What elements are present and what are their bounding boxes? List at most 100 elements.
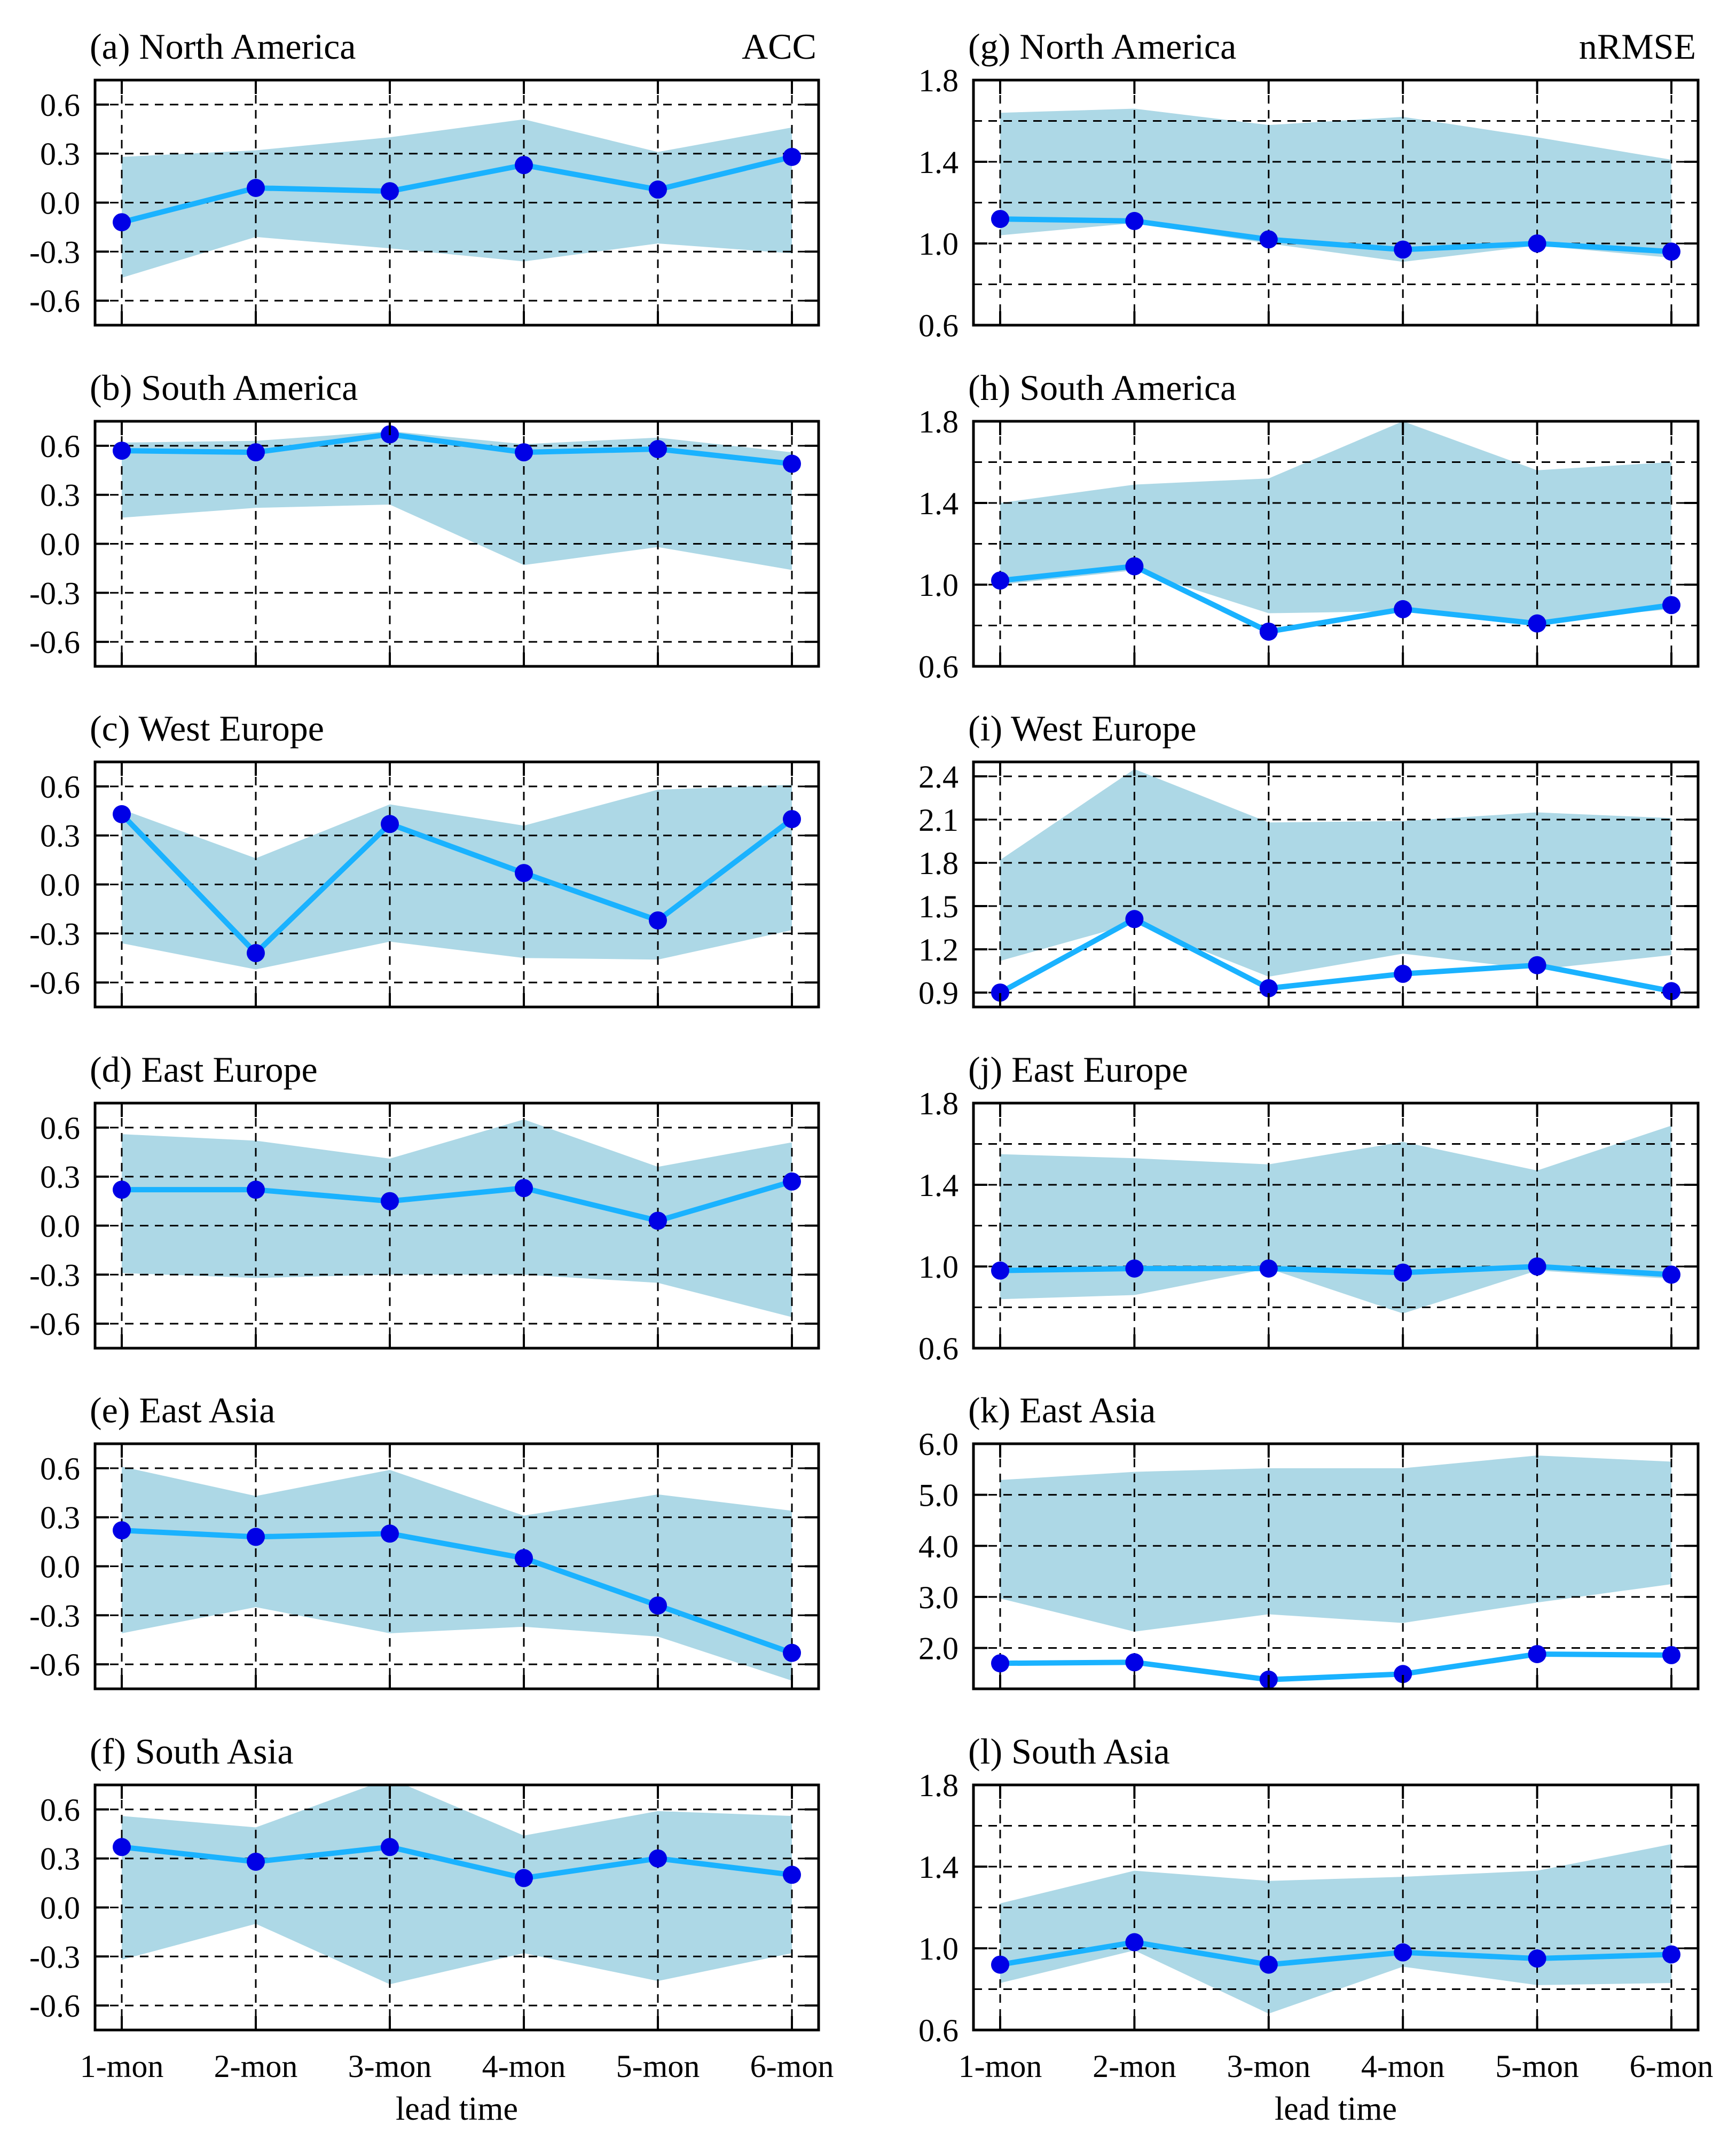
panel-b: -0.6 -0.3 0.0 0.3 0.6 (b) South America (29, 367, 820, 668)
data-point (1259, 230, 1278, 249)
y-tick-label: 1.8 (918, 846, 959, 881)
data-point (247, 1528, 265, 1546)
plot-area-i (973, 762, 1698, 1007)
x-tick-label: 1-mon (959, 2049, 1042, 2084)
data-point (247, 178, 265, 197)
data-point (649, 1596, 667, 1615)
y-tick-label: 0.3 (40, 137, 80, 172)
y-tick-label: -0.6 (29, 1307, 80, 1342)
uncertainty-band (1000, 108, 1671, 262)
series-line (121, 154, 793, 225)
data-point (381, 182, 399, 201)
y-tick-label: -0.6 (29, 965, 80, 1001)
data-point (1662, 982, 1680, 1001)
y-tick-label: 0.0 (40, 868, 80, 903)
plot-area-j (973, 1103, 1698, 1348)
panel-e: -0.6 -0.3 0.0 0.3 0.6 (e) East Asia (29, 1390, 820, 1690)
panel-title: (f) South Asia (90, 1731, 294, 1772)
data-point (113, 1521, 131, 1540)
y-tick-label: -0.3 (29, 576, 80, 611)
data-point (113, 805, 131, 823)
series-line (1000, 1651, 1672, 1682)
data-point (515, 1549, 533, 1568)
y-tick-label: 1.4 (918, 1850, 959, 1885)
uncertainty-band (122, 784, 792, 970)
data-point (1662, 596, 1680, 615)
data-point (991, 1654, 1009, 1673)
metric-label: ACC (742, 26, 816, 67)
data-point (1662, 1945, 1680, 1964)
y-tick-label: 0.3 (40, 1842, 80, 1877)
plot-frame (972, 420, 1700, 668)
series-line (1000, 216, 1672, 255)
panel-j: 0.6 1.0 1.4 1.8 (j) East Europe (918, 1049, 1700, 1366)
x-tick-label: 1-mon (80, 2049, 164, 2084)
data-point (649, 180, 667, 199)
data-point (247, 1181, 265, 1199)
data-point (991, 1261, 1009, 1280)
data-point (1528, 1257, 1546, 1276)
plot-frame (972, 760, 1700, 1009)
y-tick-label: 6.0 (918, 1427, 959, 1462)
data-point (1259, 979, 1278, 997)
uncertainty-band (1000, 421, 1671, 621)
panel-title: (e) East Asia (90, 1390, 275, 1430)
y-tick-label: 1.4 (918, 1168, 959, 1203)
y-tick-label: 1.8 (918, 1768, 959, 1803)
y-tick-label: -0.6 (29, 1647, 80, 1682)
y-tick-label: 1.2 (918, 932, 959, 967)
data-point (991, 210, 1009, 229)
panel-title: (k) East Asia (968, 1390, 1156, 1430)
y-tick-label: 0.3 (40, 478, 80, 513)
y-tick-label: 0.0 (40, 527, 80, 562)
panel-a: -0.6 -0.3 0.0 0.3 0.6 (a) North America ACC (29, 26, 820, 327)
x-tick-label: 3-mon (348, 2049, 432, 2084)
y-tick-label: 1.8 (918, 404, 959, 439)
data-point (247, 443, 265, 462)
y-tick-label: 0.6 (918, 1331, 959, 1366)
y-tick-label: 0.9 (918, 975, 959, 1011)
data-point (1125, 1933, 1144, 1952)
y-tick-label: 0.6 (40, 1111, 80, 1146)
y-tick-label: 0.3 (40, 1160, 80, 1195)
x-tick-label: 6-mon (750, 2049, 834, 2084)
panel-c: -0.6 -0.3 0.0 0.3 0.6 (c) West Europe (29, 708, 820, 1009)
data-point (783, 1866, 801, 1884)
y-tick-label: 3.0 (918, 1580, 959, 1615)
series-line (1000, 1264, 1672, 1278)
panel-d: -0.6 -0.3 0.0 0.3 0.6 (d) East Europe (29, 1049, 820, 1350)
data-point (649, 1849, 667, 1868)
series-line (121, 1844, 792, 1881)
data-point (991, 1955, 1009, 1974)
y-tick-label: 0.6 (918, 308, 959, 343)
x-tick-label: 2-mon (214, 2049, 298, 2084)
data-point (991, 571, 1009, 590)
y-tick-label: -0.3 (29, 1598, 80, 1633)
plot-area-e (95, 1444, 819, 1689)
data-point (1528, 1645, 1546, 1663)
data-point (1125, 1653, 1144, 1672)
panel-g: 0.6 1.0 1.4 1.8 (g) North America nRMSE (918, 26, 1700, 343)
y-tick-label: 5.0 (918, 1478, 959, 1513)
data-point (1259, 1955, 1278, 1974)
x-tick-label: 3-mon (1227, 2049, 1310, 2084)
panel-title: (b) South America (90, 367, 358, 408)
data-point (381, 815, 399, 833)
data-point (783, 1643, 801, 1662)
plot-area-g (973, 80, 1698, 325)
y-tick-label: 0.0 (40, 1209, 80, 1244)
plot-frame (972, 78, 1700, 327)
y-tick-label: 0.6 (918, 2013, 959, 2048)
panel-title: (g) North America (968, 26, 1236, 67)
uncertainty-band (1000, 1844, 1671, 2014)
plot-area-d (95, 1103, 819, 1348)
plot-area-c (95, 762, 819, 1007)
data-point (515, 1179, 533, 1198)
y-tick-label: 0.0 (40, 1891, 80, 1926)
y-tick-label: 4.0 (918, 1529, 959, 1564)
panel-title: (h) South America (968, 367, 1236, 408)
x-axis-label: lead time (1275, 2091, 1397, 2127)
y-tick-label: 1.8 (918, 1086, 959, 1121)
data-point (515, 864, 533, 883)
panel-k: 2.0 3.0 4.0 5.0 6.0 (k) East Asia (918, 1390, 1700, 1690)
